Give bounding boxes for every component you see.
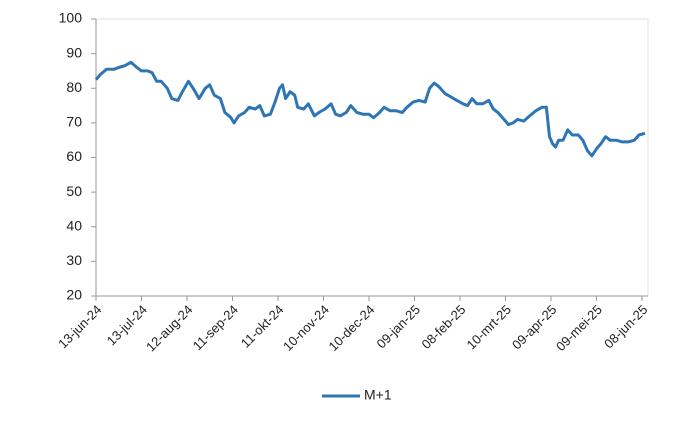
x-tick-label: 10-nov-24 [280,302,332,354]
x-tick-label: 11-sep-24 [190,302,241,353]
x-tick-label: 12-aug-24 [143,302,196,355]
x-tick-label: 13-jun-24 [55,302,104,351]
y-tick-label: 50 [66,183,82,199]
y-tick-label: 40 [66,217,82,233]
line-series [94,60,646,158]
x-tick-label: 10-dec-24 [326,302,378,354]
y-tick-label: 30 [66,252,82,268]
x-tick-label: 09-apr-25 [509,302,559,352]
x-tick-label: 10-mrt-25 [464,302,514,352]
y-tick-label: 90 [66,44,82,60]
y-tick-label: 70 [66,114,82,130]
x-tick-label: 13-jul-24 [104,302,150,348]
legend-label: M+1 [364,387,392,403]
y-tick-label: 20 [66,287,82,303]
x-tick-label: 08-jun-25 [601,302,650,351]
x-tick-label: 09-mei-25 [553,302,605,354]
x-tick-label: 08-feb-25 [419,302,469,352]
y-tick-label: 80 [66,79,82,95]
y-tick-label: 60 [66,148,82,164]
plot-frame [95,18,649,297]
y-tick-label: 100 [59,10,83,26]
x-tick-label: 09-jan-25 [374,302,423,351]
